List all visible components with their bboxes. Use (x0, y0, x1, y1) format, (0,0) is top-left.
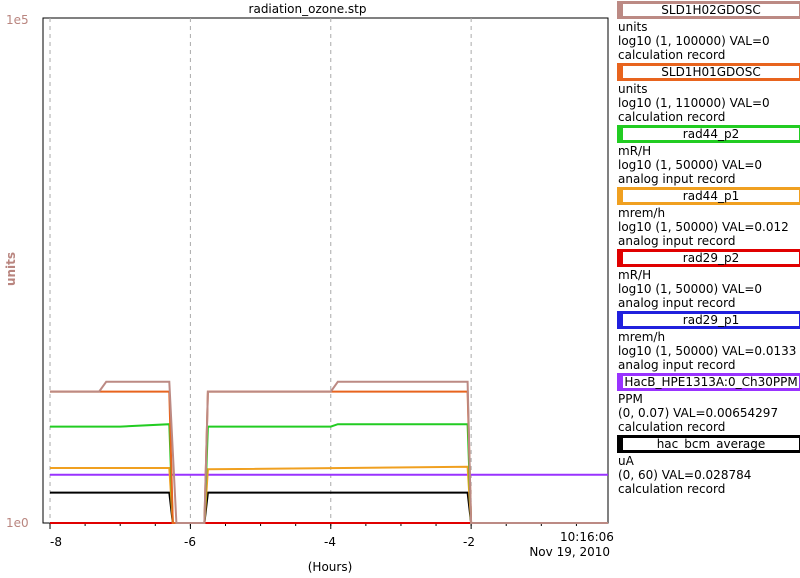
x-tick-label: -2 (463, 535, 475, 549)
x-tick-label: -4 (324, 535, 336, 549)
legend-entry-detail: calculation record (618, 48, 726, 62)
y-bottom-label: 1e0 (6, 516, 29, 530)
plot-frame (42, 17, 609, 524)
legend-entry-title: rad29_p1 (617, 311, 800, 329)
legend-entry-title: SLD1H02GDOSC (617, 1, 800, 19)
legend-entry-detail: log10 (1, 100000) VAL=0 (618, 34, 770, 48)
legend-entry-detail: analog input record (618, 358, 736, 372)
x-tick-label: -6 (184, 535, 196, 549)
chart-title: radiation_ozone.stp (248, 2, 367, 16)
legend-entry-detail: uA (618, 454, 634, 468)
legend-entry-detail: calculation record (618, 110, 726, 124)
end-time-label: 10:16:06 (560, 530, 614, 544)
legend-entry-detail: mR/H (618, 144, 652, 158)
y-axis-label: units (4, 251, 19, 287)
legend-entry-detail: calculation record (618, 420, 726, 434)
legend-entry-detail: analog input record (618, 296, 736, 310)
series-line-hac-bcm-average (50, 491, 608, 524)
legend-entry-detail: PPM (618, 392, 643, 406)
legend-entry-detail: (0, 0.07) VAL=0.00654297 (618, 406, 779, 420)
legend-entry-detail: log10 (1, 110000) VAL=0 (618, 96, 770, 110)
x-axis-label: (Hours) (307, 560, 353, 574)
legend-entry-detail: analog input record (618, 234, 736, 248)
legend-entry-title: rad44_p1 (617, 187, 800, 205)
series-line-sld1h01gdosc (50, 390, 608, 524)
legend-entry-title: rad44_p2 (617, 125, 800, 143)
legend-entry-detail: analog input record (618, 172, 736, 186)
legend-entry-detail: log10 (1, 50000) VAL=0.012 (618, 220, 789, 234)
legend-entry-detail: log10 (1, 50000) VAL=0 (618, 158, 763, 172)
legend-entry-detail: mrem/h (618, 206, 666, 220)
series-line-rad44-p2 (50, 423, 608, 524)
legend-entry-detail: log10 (1, 50000) VAL=0.0133 (618, 344, 797, 358)
series-line-sld1h02gdosc (50, 380, 608, 524)
x-tick-label: -8 (50, 535, 62, 549)
plot-area (42, 17, 609, 529)
legend-entry-title: SLD1H01GDOSC (617, 63, 800, 81)
legend-entry-detail: units (618, 20, 648, 34)
legend-entry-detail: mR/H (618, 268, 652, 282)
end-date-label: Nov 19, 2010 (529, 545, 610, 559)
legend-entry-title: rad29_p2 (617, 249, 800, 267)
legend-entry-detail: mrem/h (618, 330, 666, 344)
legend-entry-title: hac_bcm_average (617, 435, 800, 453)
legend: SLD1H02GDOSC units log10 (1, 100000) VAL=0… (612, 0, 800, 496)
legend-entry-detail: (0, 60) VAL=0.028784 (618, 468, 752, 482)
legend-entry-detail: calculation record (618, 482, 726, 496)
legend-entry-detail: units (618, 82, 648, 96)
y-top-label: 1e5 (6, 13, 29, 27)
legend-entry-title: HacB_HPE1313A:0_Ch30PPM (617, 373, 800, 391)
legend-entry-detail: log10 (1, 50000) VAL=0 (618, 282, 763, 296)
